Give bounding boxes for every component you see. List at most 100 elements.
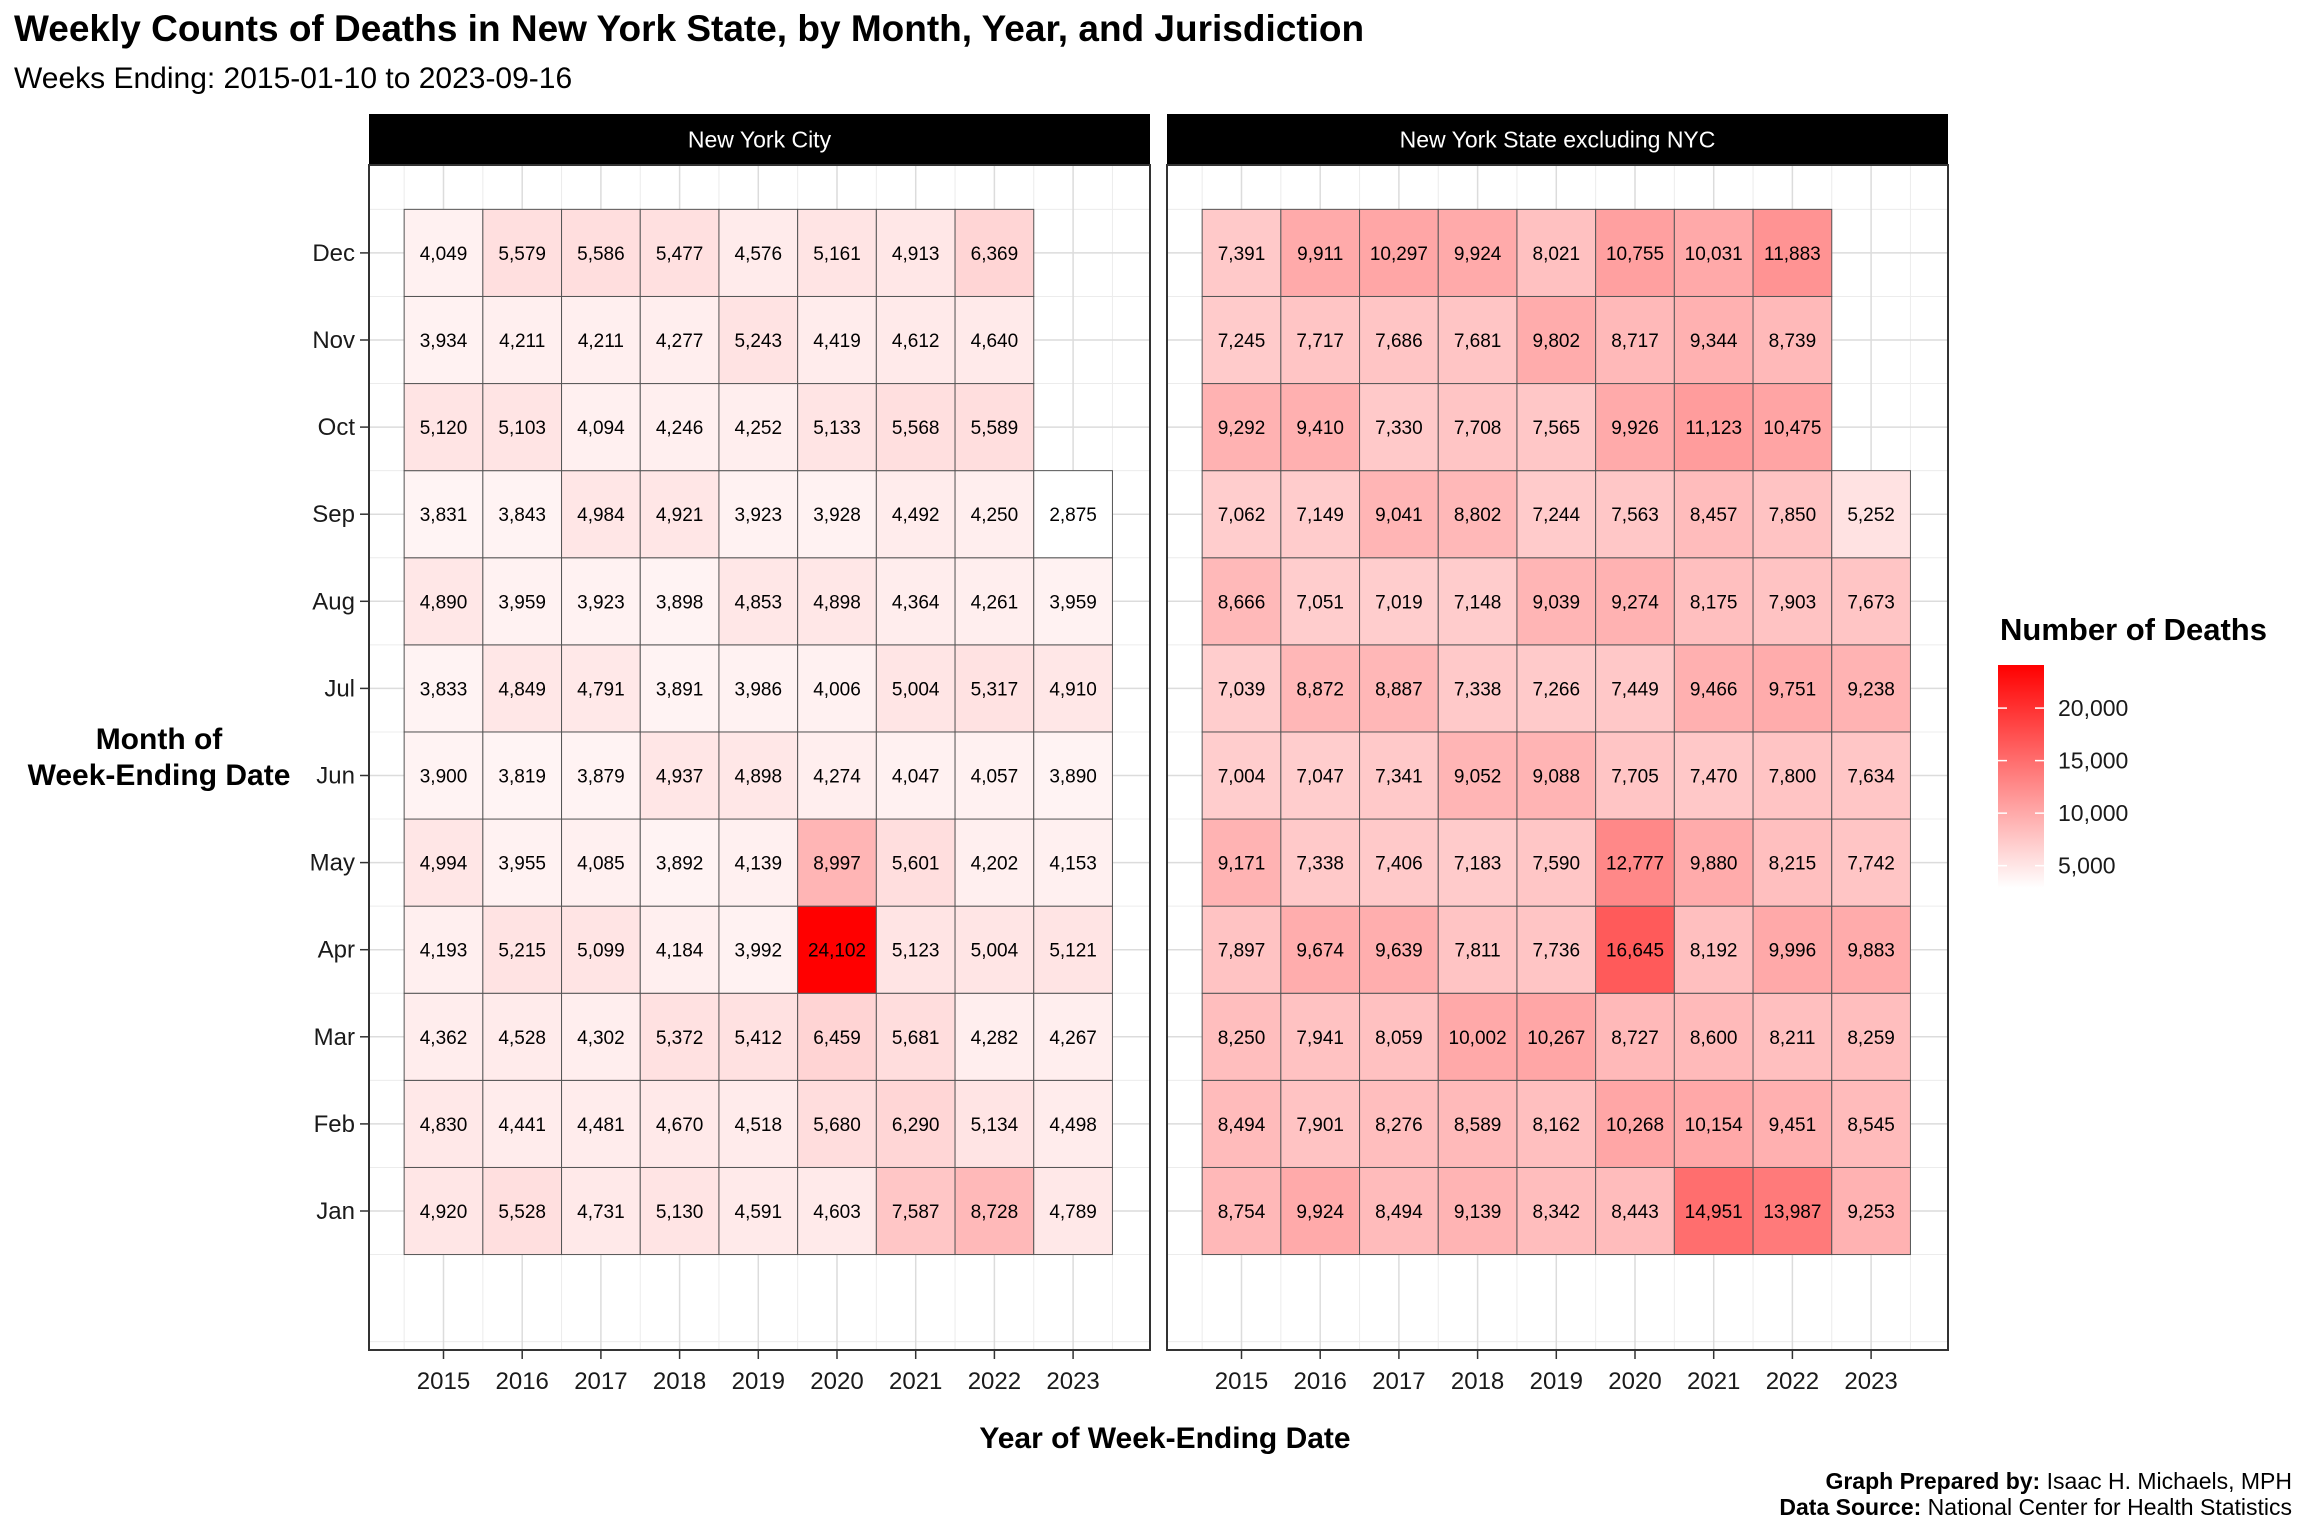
- panel-2-tile-label: 9,996: [1769, 941, 1817, 962]
- panel-2-tile-label: 9,802: [1533, 331, 1581, 352]
- panel-1-tile-label: 3,898: [656, 592, 704, 613]
- panel-2-tile-label: 7,019: [1375, 592, 1423, 613]
- panel-1-tile-label: 3,955: [498, 854, 546, 875]
- panel-1-tile-label: 4,921: [656, 505, 704, 526]
- panel-1-tile-label: 5,586: [577, 244, 625, 265]
- panel-1-tile-label: 5,601: [892, 854, 940, 875]
- panel-2-tile-label: 9,274: [1611, 592, 1659, 613]
- panel-1-tile-apr-2020: [797, 905, 877, 994]
- panel-1-tile-oct-2017: [561, 383, 641, 472]
- panel-2-tile-label: 8,802: [1454, 505, 1502, 526]
- panel-2-tile-sep-2019: [1516, 470, 1597, 559]
- panel-2-tile-aug-2017: [1359, 557, 1439, 646]
- panel-2-tile-label: 5,252: [1847, 505, 1895, 526]
- panel-1-tile-jan-2023: [1033, 1166, 1113, 1256]
- panel-2-tile-label: 8,600: [1690, 1028, 1738, 1049]
- panel-2-tile-label: 12,777: [1606, 854, 1664, 875]
- panel-2-tile-jun-2021: [1673, 731, 1754, 820]
- y-tick-label: Apr: [318, 937, 355, 964]
- panel-2-tile-sep-2017: [1359, 470, 1439, 559]
- panel-1-tile-jan-2020: [797, 1166, 877, 1256]
- panel-1-tile-label: 6,369: [971, 244, 1019, 265]
- panel-2-tile-apr-2017: [1359, 905, 1439, 994]
- panel-1-tile-aug-2021: [875, 557, 956, 646]
- panel-2-tile-label: 8,872: [1296, 679, 1344, 700]
- panel-2-tile-label: 7,686: [1375, 331, 1423, 352]
- panel-2-tile-label: 7,330: [1375, 418, 1423, 439]
- panel-2-tile-label: 8,250: [1218, 1028, 1266, 1049]
- panel-2-tile-label: 9,052: [1454, 767, 1502, 788]
- panel-2-tile-feb-2017: [1359, 1079, 1439, 1168]
- panel-2-tile-may-2015: [1201, 818, 1282, 907]
- panel-1-tile-label: 4,364: [892, 592, 940, 613]
- panel-2-tile-label: 14,951: [1685, 1202, 1743, 1223]
- panel-2-tile-label: 7,338: [1296, 854, 1344, 875]
- panel-1-tile-nov-2015: [403, 295, 484, 385]
- panel-1-tile-label: 3,986: [735, 679, 783, 700]
- panel-2-tile-dec-2022: [1752, 208, 1833, 297]
- panel-2-tile-label: 8,059: [1375, 1028, 1423, 1049]
- panel-1-tile-dec-2015: [403, 208, 484, 297]
- panel-1-tile-label: 4,211: [499, 331, 545, 352]
- panel-2-tile-label: 10,268: [1606, 1115, 1664, 1136]
- panel-2-tile-label: 9,883: [1847, 941, 1895, 962]
- caption-prepared-by: Graph Prepared by: Isaac H. Michaels, MP…: [1779, 1468, 2292, 1494]
- panel-1-tile-label: 3,928: [813, 505, 861, 526]
- panel-1-tile-jul-2023: [1033, 644, 1113, 733]
- panel-1-tile-label: 3,959: [1049, 592, 1097, 613]
- y-tick-label: Jan: [316, 1198, 355, 1225]
- panel-2-tile-mar-2019: [1516, 992, 1597, 1081]
- panel-1-tile-label: 4,937: [656, 767, 704, 788]
- panel-2-tile-nov-2021: [1673, 295, 1754, 385]
- panel-1-tile-label: 4,202: [971, 854, 1019, 875]
- panel-1-tile-feb-2019: [718, 1079, 799, 1168]
- panel-2-tile-sep-2016: [1280, 470, 1361, 559]
- panel-1-tile-label: 4,250: [971, 505, 1019, 526]
- panel-1-tile-label: 4,984: [577, 505, 625, 526]
- x-axis-title: Year of Week-Ending Date: [979, 1422, 1351, 1455]
- panel-1-tile-label: 5,004: [971, 941, 1019, 962]
- panel-1-tile-label: 3,992: [735, 941, 783, 962]
- panel-2-tile-label: 8,276: [1375, 1115, 1423, 1136]
- panel-2-tile-feb-2015: [1201, 1079, 1282, 1168]
- panel-2-tile-label: 9,139: [1454, 1202, 1502, 1223]
- panel-1-tile-feb-2015: [403, 1079, 484, 1168]
- panel-1-tile-label: 3,890: [1049, 767, 1097, 788]
- panel-1-tile-label: 5,681: [892, 1028, 940, 1049]
- panel-2-tile-mar-2023: [1831, 992, 1911, 1081]
- panel-1-tile-label: 4,419: [813, 331, 861, 352]
- panel-2-tile-label: 7,673: [1847, 592, 1895, 613]
- panel-2-strip: [1167, 114, 1948, 165]
- panel-2-tile-label: 10,475: [1763, 418, 1821, 439]
- panel-2-tile-label: 8,494: [1375, 1202, 1423, 1223]
- panel-2-tile-label: 7,565: [1533, 418, 1581, 439]
- panel-2-tile-sep-2022: [1752, 470, 1833, 559]
- panel-1-tile-jun-2018: [639, 731, 720, 820]
- y-tick-label: Jun: [316, 763, 355, 790]
- panel-2-tile-may-2023: [1831, 818, 1911, 907]
- panel-2-tile-label: 9,924: [1296, 1202, 1344, 1223]
- panel-2-tile-jun-2022: [1752, 731, 1833, 820]
- panel-1-tile-jun-2017: [561, 731, 641, 820]
- panel-1-tile-label: 24,102: [808, 941, 866, 962]
- panel-2-tile-label: 10,755: [1606, 244, 1664, 265]
- panel-1-tile-label: 4,153: [1049, 854, 1097, 875]
- panel-1-tile-dec-2021: [875, 208, 956, 297]
- panel-2-tile-apr-2018: [1437, 905, 1518, 994]
- panel-2-tile-label: 7,736: [1533, 941, 1581, 962]
- panel-1-tile-label: 4,591: [735, 1202, 783, 1223]
- panel-1-tile-label: 5,317: [971, 679, 1019, 700]
- panel-2-tile-label: 8,021: [1533, 244, 1581, 265]
- panel-2-x-tick-label: 2017: [1372, 1368, 1425, 1395]
- panel-1-tile-label: 4,898: [813, 592, 861, 613]
- panel-1-strip: [369, 114, 1150, 165]
- panel-2-tile-label: 7,039: [1218, 679, 1266, 700]
- panel-2-tile-label: 7,047: [1296, 767, 1344, 788]
- panel-1-tile-nov-2016: [482, 295, 563, 385]
- panel-2-tile-label: 8,666: [1218, 592, 1266, 613]
- y-tick-label: Nov: [312, 327, 355, 354]
- panel-1-tile-label: 5,589: [971, 418, 1019, 439]
- panel-2-tile-jan-2022: [1752, 1166, 1833, 1256]
- panel-1-tile-label: 4,139: [735, 854, 783, 875]
- panel-1-tile-label: 7,587: [892, 1202, 940, 1223]
